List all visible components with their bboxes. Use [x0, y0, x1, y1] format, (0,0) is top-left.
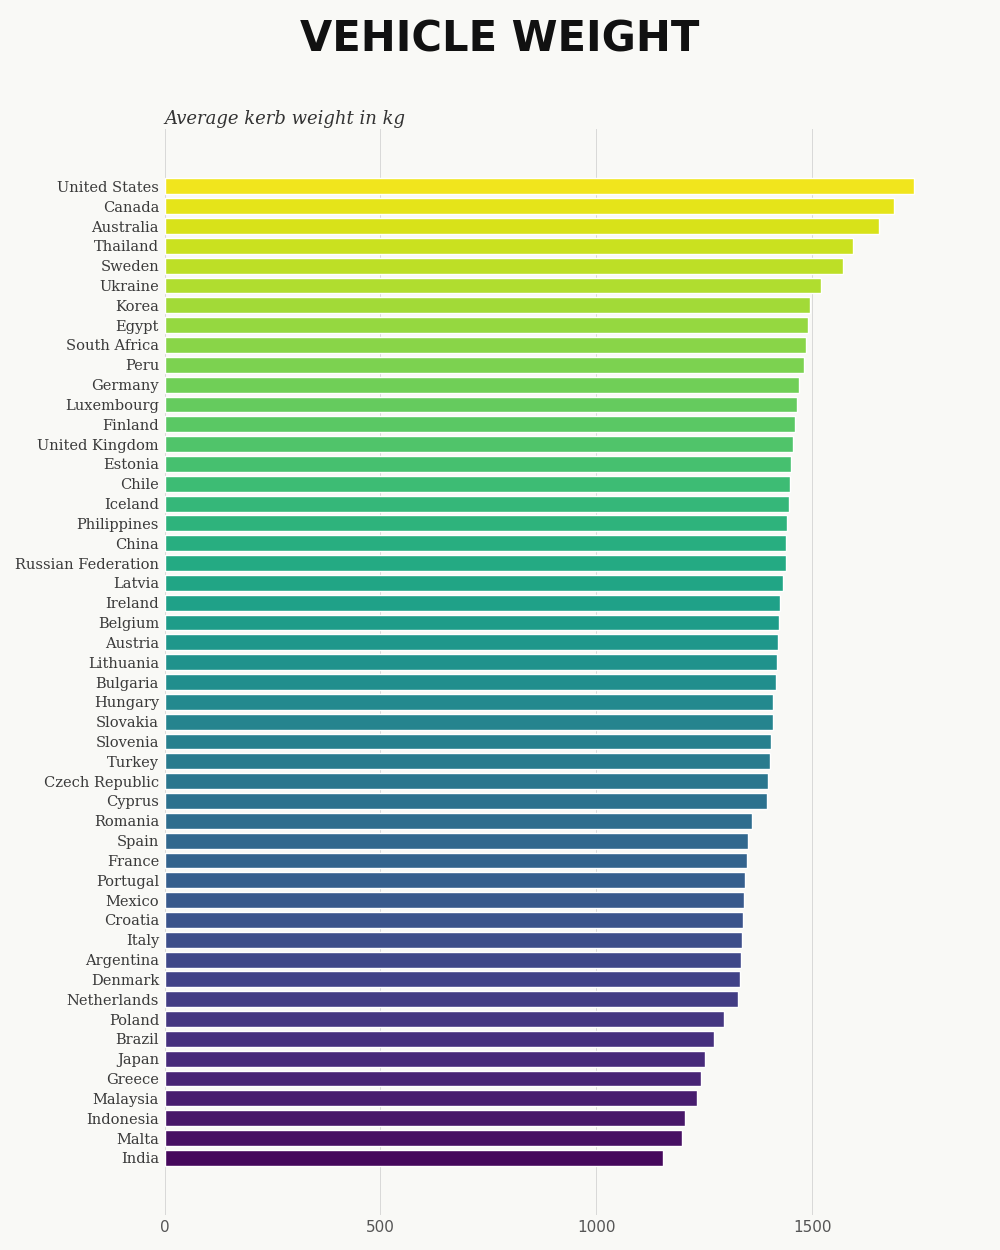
Bar [165, 615, 779, 630]
Bar [165, 416, 795, 432]
Bar [165, 356, 804, 372]
Bar [165, 238, 853, 254]
Bar [165, 376, 799, 392]
Bar [165, 694, 773, 710]
Bar [165, 318, 808, 332]
Bar [165, 971, 740, 988]
Bar [165, 654, 777, 670]
Bar [165, 792, 767, 809]
Text: Average kerb weight in kg: Average kerb weight in kg [165, 110, 406, 128]
Bar [165, 298, 810, 314]
Bar [165, 892, 744, 908]
Bar [165, 1150, 663, 1166]
Bar [165, 555, 786, 571]
Bar [165, 535, 786, 551]
Bar [165, 1110, 685, 1126]
Bar [165, 714, 773, 730]
Bar [165, 931, 742, 948]
Bar [165, 774, 768, 789]
Bar [165, 396, 797, 412]
Bar [165, 456, 791, 471]
Bar [165, 1090, 697, 1106]
Bar [165, 872, 745, 889]
Bar [165, 832, 748, 849]
Bar [165, 635, 778, 650]
Bar [165, 199, 894, 214]
Bar [165, 476, 790, 491]
Bar [165, 575, 783, 591]
Bar [165, 515, 787, 531]
Bar [165, 991, 738, 1008]
Bar [165, 217, 879, 234]
Bar [165, 853, 747, 869]
Bar [165, 595, 780, 611]
Bar [165, 258, 843, 274]
Bar [165, 1031, 714, 1046]
Bar [165, 496, 789, 511]
Bar [165, 754, 770, 769]
Bar [165, 1130, 682, 1146]
Bar [165, 912, 743, 928]
Bar [165, 1011, 724, 1028]
Bar [165, 812, 752, 829]
Bar [165, 1051, 705, 1066]
Bar [165, 278, 821, 294]
Bar [165, 1070, 701, 1086]
Bar [165, 338, 806, 352]
Bar [165, 734, 771, 750]
Bar [165, 951, 741, 968]
Text: VEHICLE WEIGHT: VEHICLE WEIGHT [300, 19, 700, 61]
Bar [165, 674, 776, 690]
Bar [165, 179, 914, 194]
Bar [165, 436, 793, 452]
